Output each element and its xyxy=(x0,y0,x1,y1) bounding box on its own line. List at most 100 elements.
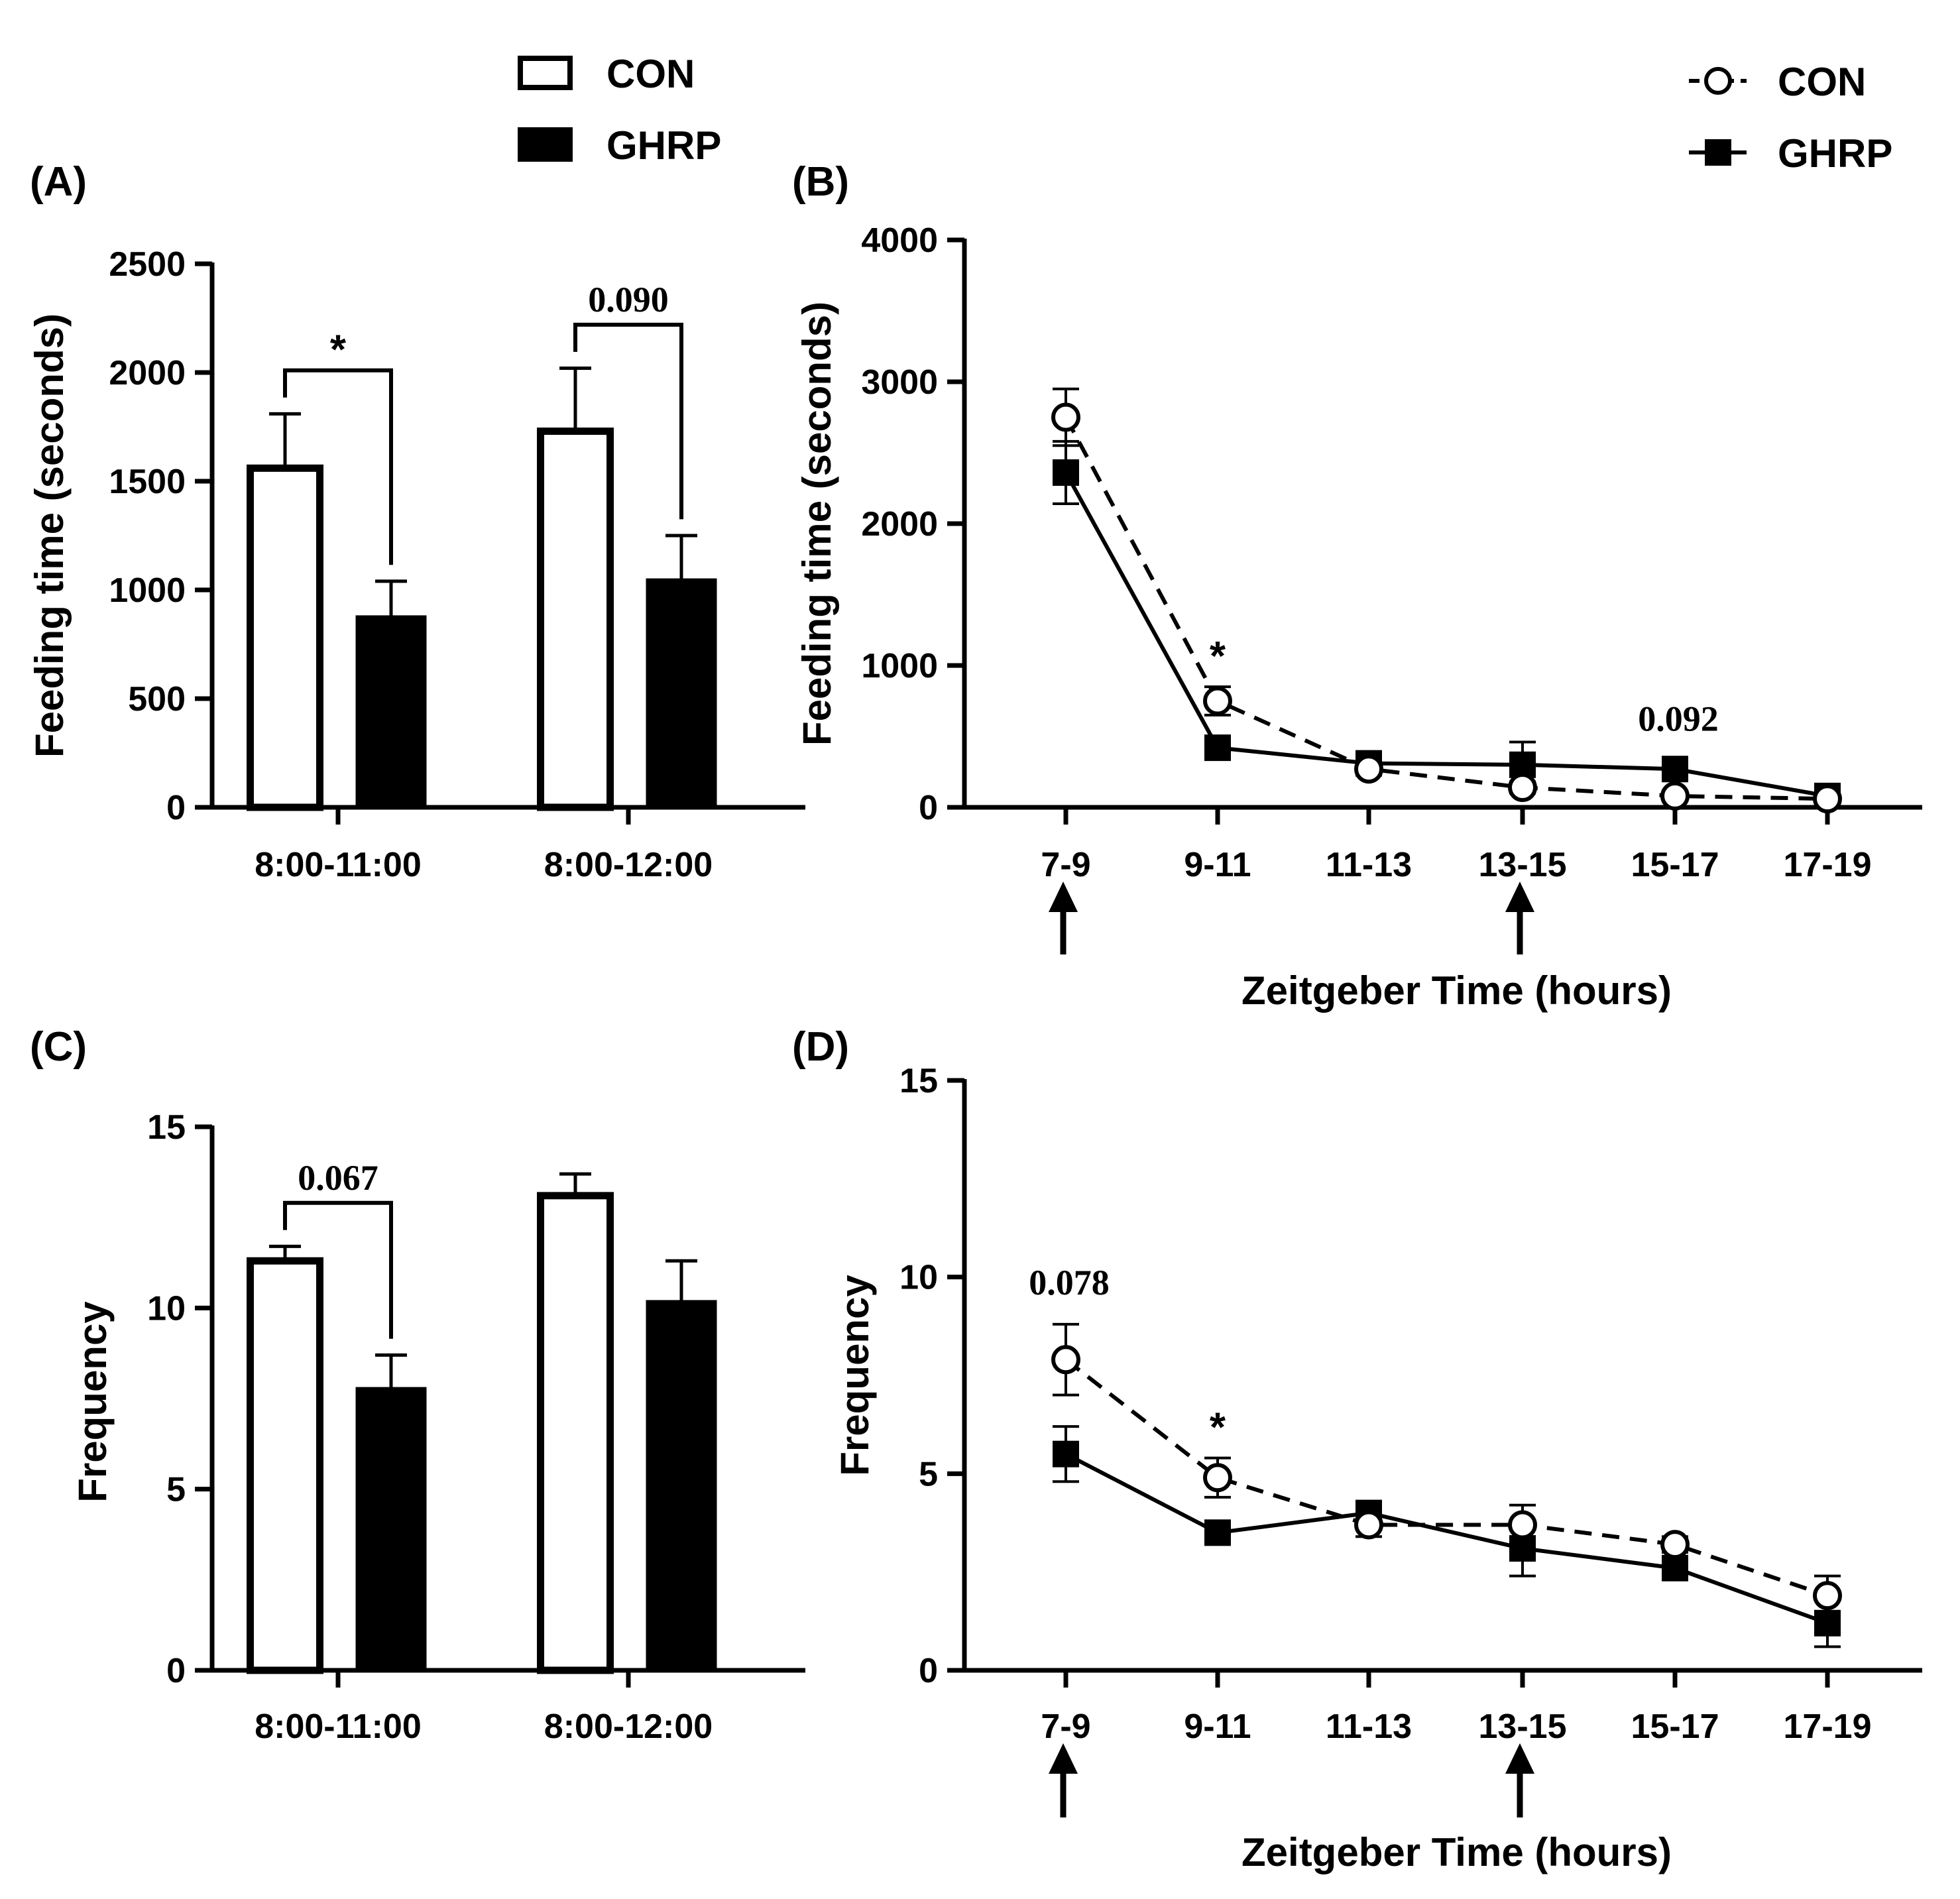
panel-a: (A) 0 500 1000 1500 2000 2500 Feeding time (sec… xyxy=(27,159,805,884)
panel-label: (A) xyxy=(30,159,87,205)
panel-label: (B) xyxy=(792,159,849,205)
x-tick-label: 9-11 xyxy=(1184,846,1251,884)
significance-label: 0.067 xyxy=(298,1158,378,1198)
x-tick-label: 7-9 xyxy=(1041,1707,1090,1746)
legend-marker-con xyxy=(1704,67,1732,95)
data-point-con xyxy=(1508,773,1537,803)
data-point-con xyxy=(1051,1345,1080,1375)
legend-swatch-ghrp xyxy=(518,127,573,162)
y-tick-label: 0 xyxy=(166,789,186,827)
data-point-con xyxy=(1660,781,1690,811)
x-axis-title: Zeitgeber Time (hours) xyxy=(1241,968,1672,1013)
significance-label: * xyxy=(330,327,347,373)
y-tick-label: 2000 xyxy=(109,354,186,392)
y-tick-label: 4000 xyxy=(861,221,938,260)
legend-marker-ghrp xyxy=(1705,139,1731,166)
x-tick-label: 15-17 xyxy=(1631,846,1719,884)
x-tick-label: 9-11 xyxy=(1184,1707,1251,1746)
dosing-arrow-head xyxy=(1505,1743,1534,1774)
bar-ghrp xyxy=(646,578,717,808)
y-tick-label: 10 xyxy=(147,1289,186,1328)
legend-label: GHRP xyxy=(1778,131,1892,176)
x-tick-label: 17-19 xyxy=(1784,846,1872,884)
data-point-ghrp xyxy=(1662,756,1688,783)
x-axis-title: Zeitgeber Time (hours) xyxy=(1241,1830,1672,1874)
series-line-con xyxy=(1065,1357,1828,1598)
panel-label: (D) xyxy=(792,1024,849,1070)
y-tick-label: 3000 xyxy=(861,363,938,402)
data-point-con xyxy=(1051,402,1080,432)
significance-label: * xyxy=(1210,1405,1226,1451)
legend-lines: CON GHRP xyxy=(1689,60,1892,176)
x-tick-label: 11-13 xyxy=(1326,1707,1412,1746)
x-tick-label: 13-15 xyxy=(1479,1707,1567,1746)
significance-label: * xyxy=(1210,634,1226,679)
data-point-con xyxy=(1508,1510,1537,1540)
significance-label: 0.078 xyxy=(1029,1263,1110,1302)
y-tick-label: 15 xyxy=(147,1108,186,1147)
legend-swatch-con xyxy=(518,56,573,90)
dosing-arrow-head xyxy=(1505,882,1534,912)
series-line-ghrp xyxy=(1064,471,1828,798)
x-tick-label: 8:00-11:00 xyxy=(255,846,422,884)
y-tick-label: 10 xyxy=(899,1259,938,1297)
panel-b: (B) 0 1000 2000 3000 4000 Feeding time (second… xyxy=(792,159,1922,1013)
x-tick-label: 8:00-12:00 xyxy=(544,1707,713,1746)
panel-label: (C) xyxy=(30,1024,87,1070)
data-point-con xyxy=(1813,784,1842,814)
y-axis-title: Feeding time (seconds) xyxy=(795,302,839,746)
data-point-con xyxy=(1203,1463,1232,1493)
data-point-con xyxy=(1354,754,1383,784)
legend-bars: CON GHRP xyxy=(518,52,721,168)
data-point-ghrp xyxy=(1662,1554,1688,1582)
significance-bracket xyxy=(573,322,683,520)
series-line-ghrp xyxy=(1065,1452,1829,1625)
y-tick-label: 1000 xyxy=(109,571,186,610)
significance-label: 0.090 xyxy=(588,280,669,319)
x-tick-label: 8:00-11:00 xyxy=(255,1707,422,1746)
series-line-con xyxy=(1064,416,1828,801)
data-point-con xyxy=(1203,686,1232,716)
x-tick-label: 11-13 xyxy=(1326,846,1412,884)
data-point-ghrp xyxy=(1204,734,1231,762)
x-tick-label: 7-9 xyxy=(1041,846,1090,884)
x-tick-label: 15-17 xyxy=(1631,1707,1719,1746)
bar-con xyxy=(537,428,614,811)
bar-ghrp xyxy=(355,615,427,808)
y-tick-label: 2000 xyxy=(861,505,938,544)
bar-ghrp xyxy=(646,1300,717,1671)
bar-con xyxy=(247,464,323,811)
y-tick-label: 0 xyxy=(166,1652,186,1690)
y-tick-label: 5 xyxy=(166,1471,186,1509)
y-axis-title: Frequency xyxy=(833,1275,877,1476)
data-point-con xyxy=(1660,1530,1690,1560)
bar-con xyxy=(537,1192,614,1674)
significance-bracket xyxy=(283,1200,393,1339)
y-axis-title: Feeding time (seconds) xyxy=(27,314,72,758)
legend-label: GHRP xyxy=(606,123,721,168)
x-tick-label: 17-19 xyxy=(1784,1707,1872,1746)
dosing-arrow-head xyxy=(1049,1743,1078,1774)
panel-d: (D) 0 5 10 15 Frequency 7-9 9-11 11-13 13-15 15-17… xyxy=(792,1024,1922,1874)
data-point-con xyxy=(1813,1581,1842,1611)
y-tick-label: 5 xyxy=(919,1455,938,1493)
y-tick-label: 0 xyxy=(919,1652,938,1690)
y-tick-label: 1000 xyxy=(861,647,938,685)
y-tick-label: 15 xyxy=(899,1062,938,1100)
x-tick-label: 13-15 xyxy=(1479,846,1567,884)
dosing-arrow-head xyxy=(1049,882,1078,912)
y-tick-label: 500 xyxy=(128,680,186,719)
significance-label: 0.092 xyxy=(1638,699,1719,738)
data-point-ghrp xyxy=(1053,1440,1079,1467)
data-point-ghrp xyxy=(1053,459,1079,486)
data-point-ghrp xyxy=(1204,1519,1231,1546)
bar-con xyxy=(247,1257,323,1674)
bar-ghrp xyxy=(355,1387,427,1672)
y-tick-label: 2500 xyxy=(109,245,186,284)
y-axis-title: Frequency xyxy=(70,1301,115,1503)
x-tick-label: 8:00-12:00 xyxy=(544,846,713,884)
legend-label: CON xyxy=(606,52,695,96)
y-tick-label: 0 xyxy=(919,789,938,827)
legend-label: CON xyxy=(1778,60,1866,104)
